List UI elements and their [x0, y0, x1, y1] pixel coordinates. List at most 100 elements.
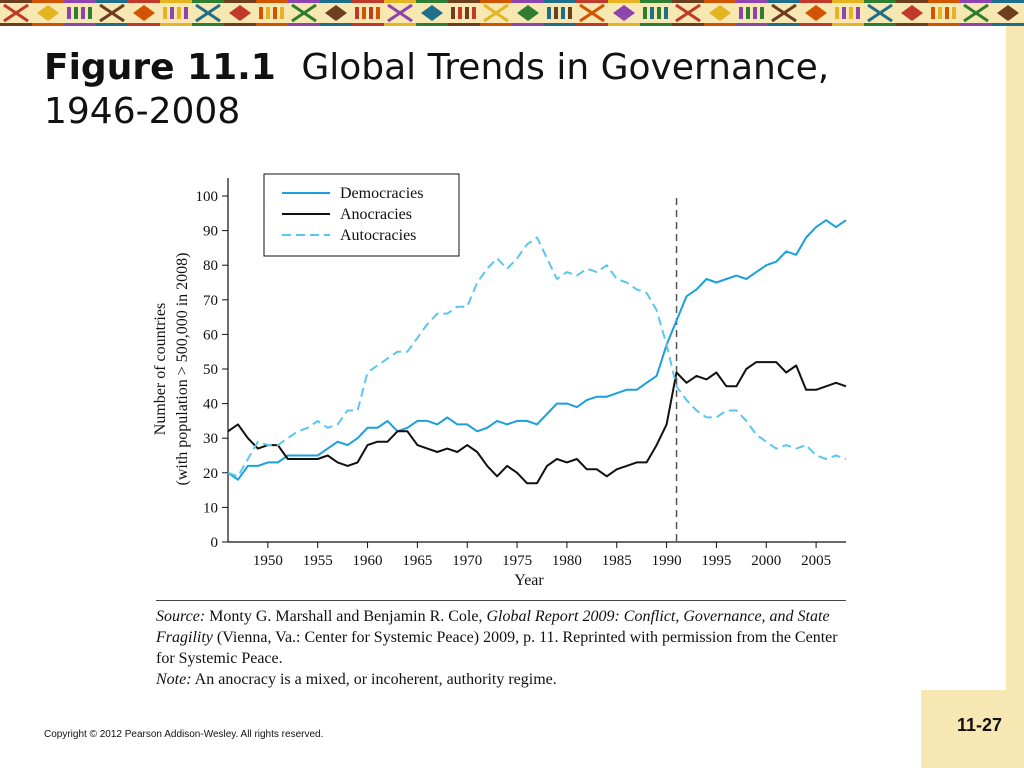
border-diamond-motif: [901, 5, 923, 21]
page-number-box: 11-27: [921, 690, 1024, 768]
border-stripe: [320, 0, 352, 3]
border-stripe: [96, 23, 128, 26]
x-tick-label: 1985: [602, 553, 632, 569]
border-bar-motif: [945, 7, 949, 19]
border-diamond-motif: [325, 5, 347, 21]
border-bar-motif: [835, 7, 839, 19]
page-number: 11-27: [956, 715, 1002, 735]
border-diamond-motif: [229, 5, 251, 21]
source-rest: (Vienna, Va.: Center for Systemic Peace)…: [156, 629, 838, 667]
border-stripe: [448, 0, 480, 3]
border-bar-motif: [362, 7, 366, 19]
border-bar-motif: [472, 7, 476, 19]
border-stripe: [416, 0, 448, 3]
border-bar-motif: [856, 7, 860, 19]
border-stripe: [0, 23, 32, 26]
border-stripe: [512, 0, 544, 3]
legend-label: Democracies: [340, 185, 424, 202]
source-authors: Monty G. Marshall and Benjamin R. Cole,: [209, 608, 483, 625]
border-stripe: [480, 0, 512, 3]
y-tick-label: 40: [203, 397, 218, 413]
border-bar-motif: [273, 7, 277, 19]
border-bar-motif: [369, 7, 373, 19]
border-diamond-motif: [805, 5, 827, 21]
x-tick-label: 1980: [552, 553, 582, 569]
border-stripe: [864, 0, 896, 3]
border-stripe: [128, 23, 160, 26]
border-bar-motif: [67, 7, 71, 19]
border-stripe: [416, 23, 448, 26]
border-diamond-motif: [709, 5, 731, 21]
border-diamond-motif: [517, 5, 539, 21]
border-stripe: [64, 0, 96, 3]
y-tick-label: 80: [203, 258, 218, 274]
border-stripe: [544, 23, 576, 26]
y-tick-label: 20: [203, 466, 218, 482]
border-cross-motif: [867, 3, 893, 23]
border-cross-motif: [387, 3, 413, 23]
border-stripe: [640, 0, 672, 3]
figure-title: Global Trends in Governance, 1946-2008: [44, 47, 830, 132]
border-bar-motif: [753, 7, 757, 19]
source-work: Global Report 2009: Conflict, Governance…: [156, 608, 830, 646]
border-stripe: [352, 23, 384, 26]
x-tick-label: 1960: [353, 553, 383, 569]
border-bar-motif: [259, 7, 263, 19]
y-tick-label: 30: [203, 431, 218, 447]
x-tick-label: 1965: [402, 553, 432, 569]
border-stripe: [736, 23, 768, 26]
border-stripe: [0, 0, 32, 3]
border-bar-motif: [376, 7, 380, 19]
border-bar-motif: [931, 7, 935, 19]
border-stripe: [480, 23, 512, 26]
border-bar-motif: [74, 7, 78, 19]
border-cross-motif: [675, 3, 701, 23]
y-tick-label: 70: [203, 293, 218, 309]
border-stripe: [960, 23, 992, 26]
y-axis-label: Number of countries: [152, 303, 169, 435]
border-bar-motif: [938, 7, 942, 19]
border-stripe: [224, 0, 256, 3]
border-stripe: [128, 0, 160, 3]
x-tick-label: 1990: [652, 553, 682, 569]
x-tick-label: 1995: [701, 553, 731, 569]
border-cross-motif: [3, 3, 29, 23]
border-stripe: [384, 0, 416, 3]
border-cross-motif: [99, 3, 125, 23]
border-bar-motif: [451, 7, 455, 19]
border-bar-motif: [547, 7, 551, 19]
x-tick-label: 1975: [502, 553, 532, 569]
border-diamond-motif: [133, 5, 155, 21]
border-bar-motif: [184, 7, 188, 19]
border-stripe: [448, 23, 480, 26]
border-stripe: [544, 0, 576, 3]
border-diamond-motif: [613, 5, 635, 21]
border-bar-motif: [81, 7, 85, 19]
border-stripe: [736, 0, 768, 3]
y-tick-label: 10: [203, 500, 218, 516]
border-cross-motif: [771, 3, 797, 23]
border-stripe: [32, 0, 64, 3]
border-bar-motif: [554, 7, 558, 19]
border-bar-motif: [650, 7, 654, 19]
border-stripe: [704, 23, 736, 26]
x-tick-label: 1955: [303, 553, 333, 569]
border-stripe: [160, 0, 192, 3]
border-bar-motif: [177, 7, 181, 19]
border-stripe: [192, 0, 224, 3]
border-bar-motif: [657, 7, 661, 19]
border-stripe: [320, 23, 352, 26]
border-stripe: [256, 0, 288, 3]
border-stripe: [704, 0, 736, 3]
y-tick-label: 50: [203, 362, 218, 378]
border-stripe: [160, 23, 192, 26]
border-stripe: [352, 0, 384, 3]
border-bar-motif: [163, 7, 167, 19]
border-stripe: [864, 23, 896, 26]
border-stripe: [896, 0, 928, 3]
border-stripe: [288, 0, 320, 3]
source-line: Source: Monty G. Marshall and Benjamin R…: [156, 606, 846, 669]
border-stripe: [256, 23, 288, 26]
line-chart: 0 10 20 30 40 50 60 70 80 90 100 1950 1955 1960 1965 19…: [152, 173, 847, 589]
legend-label: Anocracies: [340, 206, 412, 223]
